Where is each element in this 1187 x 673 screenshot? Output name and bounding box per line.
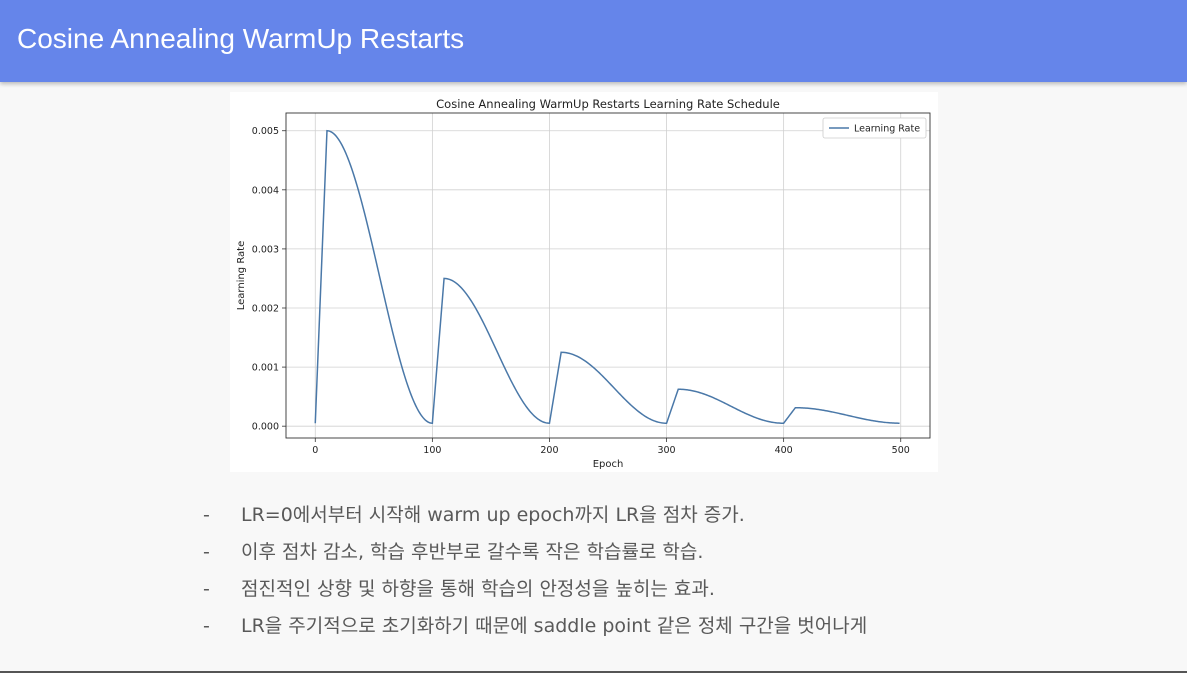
bottom-divider (0, 671, 1187, 673)
y-tick-label: 0.001 (252, 363, 279, 374)
bullet-dash: - (203, 578, 210, 600)
bullet-item: - 점진적인 상향 및 하향을 통해 학습의 안정성을 높히는 효과. (203, 574, 867, 611)
chart-title: Cosine Annealing WarmUp Restarts Learnin… (436, 97, 780, 111)
slide-header: Cosine Annealing WarmUp Restarts (0, 0, 1187, 82)
x-tick-label: 500 (892, 445, 910, 456)
learning-rate-line (314, 129, 900, 425)
x-tick-label: 100 (423, 445, 441, 456)
bullet-item: - LR=0에서부터 시작해 warm up epoch까지 LR을 점차 증가. (203, 500, 867, 537)
y-tick-label: 0.003 (252, 244, 279, 255)
bullet-text: LR=0에서부터 시작해 warm up epoch까지 LR을 점차 증가. (241, 504, 745, 526)
bullet-item: - LR을 주기적으로 초기화하기 때문에 saddle point 같은 정체 … (203, 611, 867, 648)
bullet-dash: - (203, 615, 210, 637)
bullet-list: - LR=0에서부터 시작해 warm up epoch까지 LR을 점차 증가.… (203, 500, 867, 648)
bullet-text: LR을 주기적으로 초기화하기 때문에 saddle point 같은 정체 구… (241, 615, 868, 637)
slide-title: Cosine Annealing WarmUp Restarts (17, 23, 465, 54)
bullet-text: 점진적인 상향 및 하향을 통해 학습의 안정성을 높히는 효과. (241, 578, 715, 600)
y-tick-label: 0.002 (252, 304, 279, 315)
legend-label: Learning Rate (854, 124, 920, 135)
bullet-dash: - (203, 541, 210, 563)
y-tick-label: 0.005 (252, 126, 279, 137)
legend-box (822, 117, 927, 139)
lr-chart: Cosine Annealing WarmUp Restarts Learnin… (230, 92, 938, 472)
x-tick-label: 200 (540, 445, 558, 456)
bullet-dash: - (203, 504, 210, 526)
x-tick-label: 0 (312, 445, 318, 456)
lr-chart-svg: Cosine Annealing WarmUp Restarts Learnin… (236, 97, 931, 470)
y-tick-label: 0.004 (252, 185, 279, 196)
x-tick-label: 300 (657, 445, 675, 456)
y-axis-label: Learning Rate (236, 241, 247, 311)
x-axis-label: Epoch (593, 459, 624, 470)
bullet-item: - 이후 점차 감소, 학습 후반부로 갈수록 작은 학습률로 학습. (203, 537, 867, 574)
y-tick-label: 0.000 (252, 422, 279, 433)
plot-frame (285, 112, 931, 439)
x-tick-label: 400 (775, 445, 793, 456)
bullet-text: 이후 점차 감소, 학습 후반부로 갈수록 작은 학습률로 학습. (241, 541, 704, 563)
